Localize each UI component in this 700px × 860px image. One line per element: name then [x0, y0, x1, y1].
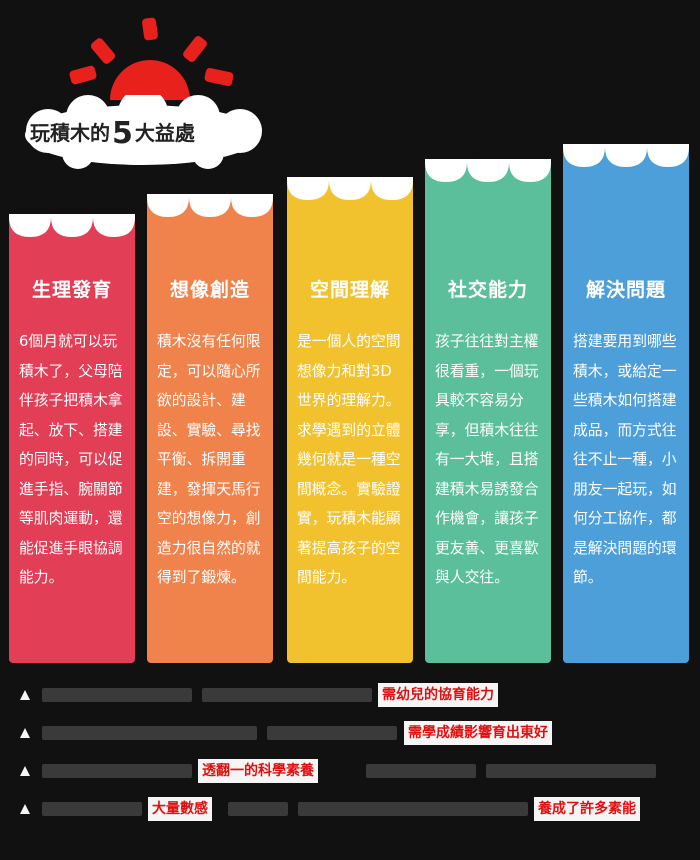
highlight-text: 需幼兒的協育能力 [378, 683, 498, 707]
highlight-text: 需學成績影響育出東好 [404, 721, 552, 745]
card-scallop [563, 144, 689, 167]
card-title: 空間理解 [309, 279, 390, 301]
benefit-card-problem-solving: 解決問題 搭建要用到哪些積木，或給定一些積木如何搭建成品，而方式往往不止一種，小… [563, 144, 689, 663]
card-body: 積木沒有任何限定，可以隨心所欲的設計、建設、實驗、尋找平衡、拆開重建，發揮天馬行… [157, 333, 261, 586]
obscured-text [366, 764, 476, 778]
list-item: 需幼兒的協育能力 [18, 682, 688, 708]
obscured-text [486, 764, 656, 778]
card-scallop [425, 159, 551, 182]
benefit-card-physical: 生理發育 6個月就可以玩積木了，父母陪伴孩子把積木拿起、放下、搭建的同時，可以促… [9, 214, 135, 663]
title-suffix: 大益處 [134, 121, 195, 145]
benefit-card-spatial: 空間理解 是一個人的空間想像力和對3D世界的理解力。求學遇到的立體幾何就是一種空… [287, 177, 413, 663]
card-body: 搭建要用到哪些積木，或給定一些積木如何搭建成品，而方式往往不止一種，小朋友一起玩… [573, 333, 677, 586]
bullet-icon [20, 728, 30, 738]
list-item: 透翻一的科學素養 [18, 758, 688, 784]
card-title: 社交能力 [447, 279, 528, 301]
benefit-card-social: 社交能力 孩子往往對主權很看重，一個玩具較不容易分享，但積木往往有一大堆，且搭建… [425, 159, 551, 663]
obscured-text [298, 802, 528, 816]
card-title: 生理發育 [31, 279, 112, 301]
bullet-icon [20, 766, 30, 776]
title-number: 5 [112, 116, 133, 151]
highlight-text: 大量數感 [148, 797, 212, 821]
obscured-text [42, 764, 192, 778]
card-scallop [147, 194, 273, 217]
card-title: 解決問題 [585, 279, 666, 301]
highlight-text: 透翻一的科學素養 [198, 759, 318, 783]
card-scallop [9, 214, 135, 237]
obscured-text [267, 726, 397, 740]
benefit-card-imagination: 想像創造 積木沒有任何限定，可以隨心所欲的設計、建設、實驗、尋找平衡、拆開重建，… [147, 194, 273, 663]
title-prefix: 玩積木的 [30, 121, 110, 145]
obscured-text [202, 688, 372, 702]
bullet-icon [20, 690, 30, 700]
page-title: 玩積木的5 大益處 [30, 113, 250, 153]
list-item: 大量數感 養成了許多素能 [18, 796, 688, 822]
obscured-text [42, 802, 142, 816]
cloud-shape [25, 95, 262, 169]
obscured-text [228, 802, 288, 816]
list-item: 需學成績影響育出東好 [18, 720, 688, 746]
obscured-text [42, 726, 257, 740]
card-body: 是一個人的空間想像力和對3D世界的理解力。求學遇到的立體幾何就是一種空間概念。實… [297, 333, 401, 586]
obscured-text [42, 688, 192, 702]
sun-illustration [69, 17, 234, 100]
card-body: 孩子往往對主權很看重，一個玩具較不容易分享，但積木往往有一大堆，且搭建積木易誘發… [435, 333, 539, 586]
card-title: 想像創造 [169, 279, 250, 301]
highlight-text: 養成了許多素能 [534, 797, 640, 821]
card-scallop [287, 177, 413, 200]
bullet-icon [20, 804, 30, 814]
card-body: 6個月就可以玩積木了，父母陪伴孩子把積木拿起、放下、搭建的同時，可以促進手指、腕… [19, 333, 123, 586]
